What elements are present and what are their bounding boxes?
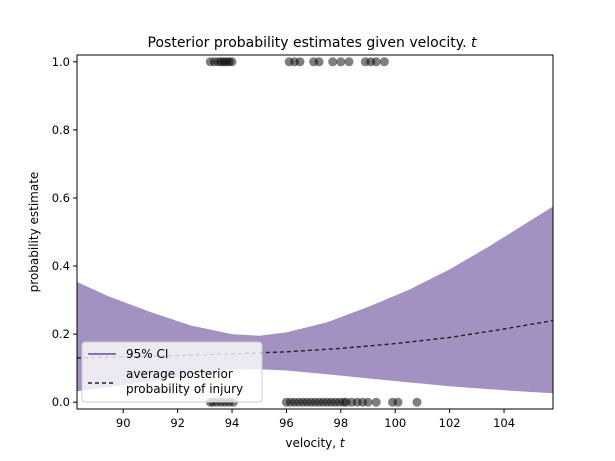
x-tick-label: 98: [334, 416, 349, 430]
observation-point: [393, 397, 403, 407]
legend-ci-label: 95% CI: [126, 347, 168, 361]
legend: 95% CI average posterior probability of …: [81, 341, 263, 403]
y-tick-label: 0.4: [52, 259, 70, 273]
plot-frame: [76, 54, 554, 410]
x-tick-label: 94: [225, 416, 240, 430]
x-axis-label: velocity, t: [285, 436, 346, 450]
observation-point: [227, 57, 237, 67]
chart-title: Posterior probability estimates given ve…: [148, 35, 477, 51]
observation-point: [412, 397, 422, 407]
observation-point: [314, 57, 324, 67]
y-tick-label: 0.8: [52, 123, 70, 137]
x-tick-label: 104: [493, 416, 515, 430]
observation-point: [363, 397, 373, 407]
observation-point: [379, 57, 389, 67]
observation-point: [371, 57, 381, 67]
x-tick-label: 100: [384, 416, 406, 430]
observation-point: [336, 57, 346, 67]
y-axis-label: probability estimate: [27, 172, 41, 293]
legend-mean-label-line1: average posterior: [126, 367, 233, 381]
legend-box: [81, 341, 263, 403]
x-tick-label: 92: [170, 416, 185, 430]
observation-point: [328, 57, 338, 67]
x-tick-label: 90: [116, 416, 131, 430]
y-tick-label: 0.0: [52, 395, 70, 409]
observation-point: [371, 397, 381, 407]
x-tick-label: 102: [439, 416, 461, 430]
x-tick-label: 96: [279, 416, 294, 430]
observation-point: [295, 57, 305, 67]
y-tick-label: 0.6: [52, 191, 70, 205]
y-tick-label: 1.0: [52, 55, 70, 69]
legend-mean-label-line2: probability of injury: [126, 382, 243, 396]
observation-point: [344, 57, 354, 67]
y-tick-label: 0.2: [52, 327, 70, 341]
